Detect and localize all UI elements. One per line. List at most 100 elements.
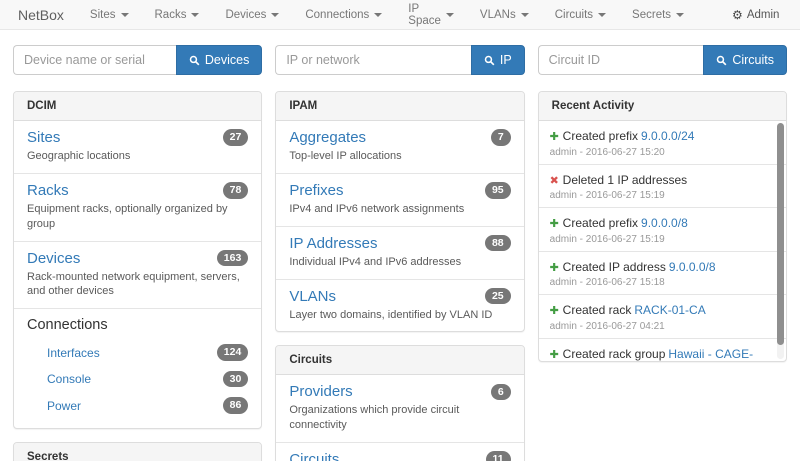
menu-connections-label: Connections: [305, 8, 370, 21]
circuit-search-button[interactable]: Circuits: [703, 45, 787, 75]
circuit-search-group: Circuits: [537, 45, 787, 75]
ip-addresses-link[interactable]: IP Addresses: [289, 234, 378, 252]
sites-description: Geographic locations: [27, 150, 131, 162]
circuit-search-input[interactable]: [537, 45, 704, 75]
plus-icon: ✚: [549, 218, 559, 230]
plus-icon: ✚: [549, 348, 559, 361]
chevron-down-icon: [676, 12, 685, 17]
menu-circuits-label: Circuits: [554, 8, 594, 21]
connections-title: Connections: [27, 317, 108, 334]
chevron-down-icon: [120, 12, 129, 17]
circuits-panel: Circuits Providers 6 Organizations which…: [275, 345, 525, 461]
device-search-input[interactable]: [13, 45, 176, 75]
racks-description: Equipment racks, optionally organized by…: [27, 202, 228, 230]
devices-count-badge: 163: [216, 249, 249, 267]
vlans-link[interactable]: VLANs: [289, 287, 337, 305]
circuits-link[interactable]: Circuits: [289, 451, 340, 461]
activity-action: Deleted 1 IP addresses: [562, 172, 688, 187]
console-link[interactable]: Console: [47, 372, 92, 387]
navbar-right: ⚙ Admin Profile Log out: [710, 3, 800, 27]
activity-object-link[interactable]: Hawaii - CAGE-DH1-01: [668, 346, 754, 361]
activity-object-link[interactable]: RACK-01-CA: [634, 303, 706, 317]
sites-count-badge: 27: [222, 129, 249, 146]
recent-activity-panel: Recent Activity ✚ Created prefix 9.0.0.0/2…: [537, 91, 787, 362]
power-link[interactable]: Power: [47, 398, 82, 413]
circuit-search-button-label: Circuits: [732, 53, 774, 67]
devices-link[interactable]: Devices: [27, 249, 81, 267]
activity-item: ✚ Created IP address 9.0.0.0/8 admin - 201…: [538, 252, 786, 295]
menu-vlans[interactable]: VLANs: [480, 9, 529, 21]
menu-connections[interactable]: Connections: [305, 8, 383, 21]
activity-object-link[interactable]: 9.0.0.0/8: [641, 216, 688, 230]
menu-sites-label: Sites: [89, 8, 116, 21]
list-item-prefixes: Prefixes 95 IPv4 and IPv6 network assign…: [276, 174, 524, 227]
providers-link[interactable]: Providers: [289, 383, 353, 401]
activity-action: Created rack: [562, 303, 632, 317]
connections-section: Connections Interfaces 124 Console 30 Po…: [14, 309, 261, 428]
menu-sites[interactable]: Sites: [90, 9, 129, 21]
devices-description: Rack-mounted network equipment, servers,…: [27, 270, 240, 298]
ipam-panel-title: IPAM: [276, 92, 524, 121]
activity-meta: admin - 2016-06-27 15:19: [549, 233, 665, 245]
main-menu: Sites Racks Devices Connections IP Space…: [90, 3, 710, 27]
menu-racks-label: Racks: [154, 8, 187, 21]
prefixes-count-badge: 95: [484, 182, 511, 199]
activity-action: Created prefix: [562, 216, 639, 230]
device-search-button[interactable]: Devices: [175, 45, 263, 75]
scrollbar-thumb[interactable]: [776, 123, 784, 345]
activity-object-link[interactable]: 9.0.0.0/24: [641, 129, 695, 143]
activity-item: ✚ Created rack RACK-01-CA admin - 2016-06-…: [538, 295, 786, 339]
ip-search-input[interactable]: [275, 45, 471, 75]
plus-icon: ✚: [549, 261, 559, 274]
vlans-count-badge: 25: [484, 287, 511, 305]
menu-racks[interactable]: Racks: [155, 9, 200, 21]
ip-search-button[interactable]: IP: [470, 45, 525, 75]
chevron-down-icon: [191, 12, 200, 17]
menu-vlans-label: VLANs: [479, 8, 516, 21]
activity-item: ✖ Deleted 1 IP addresses admin - 2016-06-…: [538, 165, 786, 208]
activity-action: Created rack group: [562, 346, 666, 361]
dashboard-content: DCIM Sites 27 Geographic locations Racks…: [0, 91, 800, 461]
list-item-aggregates: Aggregates 7 Top-level IP allocations: [276, 121, 524, 174]
menu-devices[interactable]: Devices: [225, 9, 280, 21]
chevron-down-icon: [374, 12, 383, 17]
providers-count-badge: 6: [490, 383, 511, 401]
list-item-sites: Sites 27 Geographic locations: [14, 121, 262, 174]
aggregates-count-badge: 7: [490, 129, 511, 146]
providers-description: Organizations which provide circuit conn…: [289, 404, 460, 432]
netbox-brand[interactable]: NetBox: [18, 6, 64, 23]
menu-secrets[interactable]: Secrets: [632, 9, 685, 21]
menu-circuits[interactable]: Circuits: [554, 8, 607, 21]
ip-search-button-label: IP: [499, 53, 512, 67]
column-activity: Recent Activity ✚ Created prefix 9.0.0.0/2…: [537, 91, 787, 375]
column-ipam: IPAM Aggregates 7 Top-level IP allocatio…: [275, 91, 525, 461]
gear-icon: ⚙: [732, 7, 743, 22]
aggregates-link[interactable]: Aggregates: [289, 129, 367, 146]
aggregates-description: Top-level IP allocations: [289, 150, 402, 162]
search-icon: [189, 55, 200, 66]
chevron-down-icon: [445, 12, 454, 17]
activity-action: Created prefix: [562, 129, 639, 143]
ip-addresses-count-badge: 88: [484, 234, 511, 252]
console-count-badge: 30: [222, 370, 249, 388]
dcim-panel-title: DCIM: [14, 92, 262, 121]
interfaces-count-badge: 124: [216, 344, 249, 361]
search-row: Devices IP Circuits: [0, 45, 800, 75]
menu-ip-space[interactable]: IP Space: [408, 3, 454, 27]
power-count-badge: 86: [222, 397, 249, 414]
sites-link[interactable]: Sites: [27, 129, 61, 146]
activity-object-link[interactable]: 9.0.0.0/8: [668, 259, 716, 274]
dcim-panel: DCIM Sites 27 Geographic locations Racks…: [13, 91, 263, 429]
prefixes-description: IPv4 and IPv6 network assignments: [289, 202, 465, 215]
list-item-circuits: Circuits 11 Communication links for Inte…: [276, 443, 523, 461]
scrollbar[interactable]: [776, 123, 784, 359]
interfaces-link[interactable]: Interfaces: [47, 345, 100, 360]
admin-link[interactable]: ⚙ Admin: [732, 9, 779, 21]
prefixes-link[interactable]: Prefixes: [289, 181, 344, 199]
racks-link[interactable]: Racks: [27, 181, 69, 199]
secrets-panel-title: Secrets: [14, 443, 262, 461]
list-item-providers: Providers 6 Organizations which provide …: [276, 375, 524, 444]
device-search-group: Devices: [13, 45, 263, 75]
recent-activity-list: ✚ Created prefix 9.0.0.0/24 admin - 2016-0…: [538, 121, 786, 362]
